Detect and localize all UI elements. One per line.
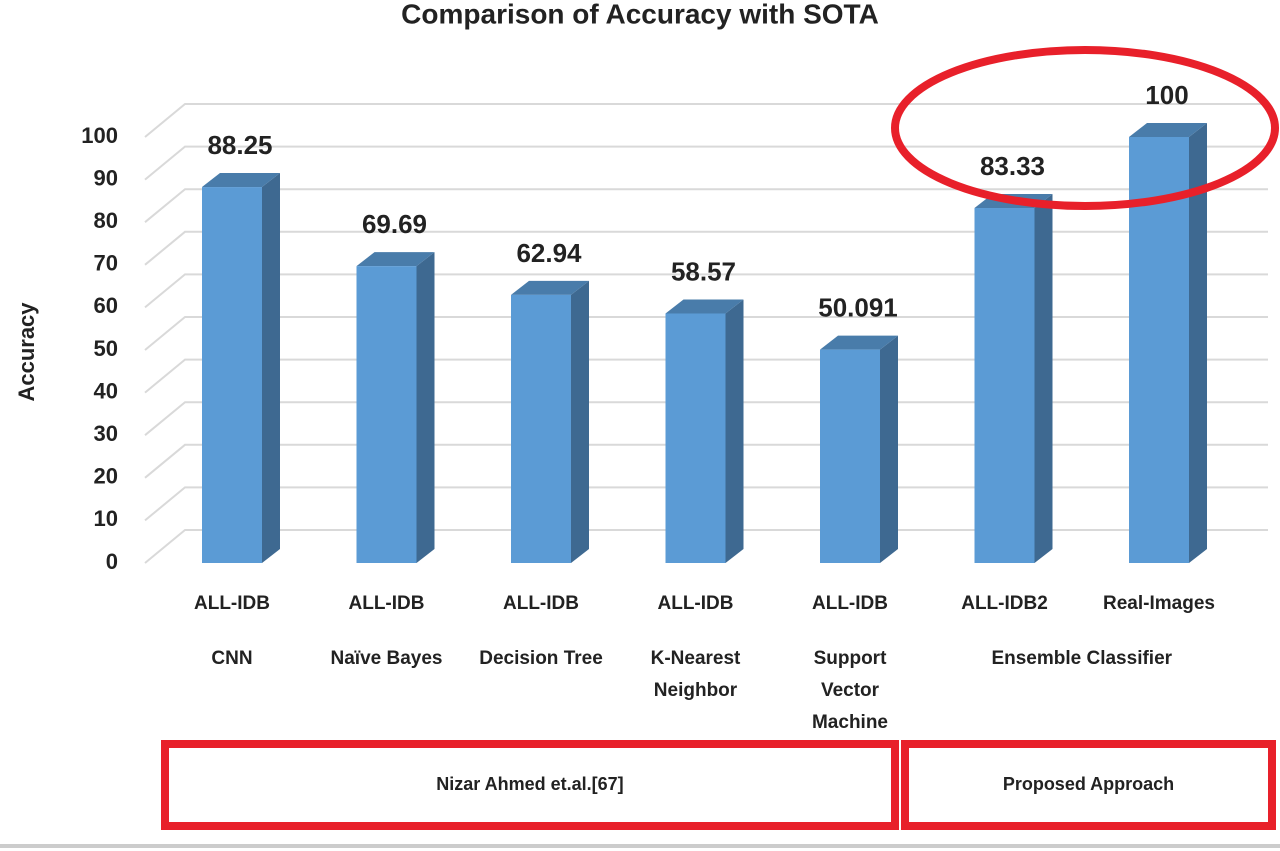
bar (511, 294, 571, 563)
x-tick-label: ALL-IDB (503, 593, 579, 614)
grid-line (144, 443, 1268, 479)
bar-side (262, 173, 280, 563)
highlight-ellipse (891, 46, 1279, 210)
bar (1129, 137, 1189, 563)
y-tick-label: 40 (94, 378, 118, 403)
bar-top (202, 173, 280, 188)
bar-top (665, 299, 744, 314)
x-tick-label: ALL-IDB2 (961, 593, 1048, 614)
group-box (161, 740, 899, 830)
bar-side (571, 280, 589, 563)
method-label: Naïve Bayes (330, 648, 443, 669)
y-tick-label: 90 (94, 165, 118, 190)
y-tick-label: 10 (94, 506, 118, 531)
x-tick-label: ALL-IDB (348, 593, 425, 614)
bar (974, 208, 1035, 563)
y-tick-label: 50 (94, 336, 118, 361)
y-tick-label: 70 (94, 251, 118, 276)
bar-side (725, 299, 744, 563)
method-label: K-Nearest Neighbor (650, 648, 741, 701)
bar (356, 266, 417, 563)
y-axis-label: Accuracy (14, 302, 39, 402)
bar (665, 313, 726, 563)
value-label: 50.091 (818, 292, 898, 322)
y-tick-label: 30 (94, 421, 118, 446)
value-label: 69.69 (362, 209, 427, 239)
grid-line (144, 486, 1268, 522)
bar-side (880, 335, 898, 563)
value-label: 83.33 (980, 151, 1045, 181)
bar-side (1189, 123, 1207, 563)
method-label: Support Vector Machine (811, 648, 889, 733)
grid-line (144, 529, 1268, 564)
y-tick-label: 20 (94, 464, 118, 489)
value-label: 88.25 (207, 130, 272, 160)
bar-top (1129, 123, 1207, 137)
method-label: Decision Tree (479, 648, 603, 669)
value-label: 100 (1145, 80, 1188, 110)
group-label: Nizar Ahmed et.al.[67] (436, 774, 624, 794)
grid-line (144, 401, 1268, 436)
y-tick-label: 0 (106, 549, 118, 574)
bar-top (511, 280, 589, 295)
grid-line (144, 273, 1268, 309)
group-label: Proposed Approach (1002, 774, 1175, 794)
grid-line (144, 103, 1268, 138)
x-tick-label: ALL-IDB (194, 593, 270, 614)
method-label: CNN (211, 648, 253, 669)
bar (820, 349, 880, 563)
method-label: Ensemble Classifier (991, 648, 1173, 669)
chart-title: Comparison of Accuracy with SOTA (401, 0, 879, 29)
y-tick-label: 100 (81, 123, 118, 148)
bar (202, 187, 262, 563)
x-tick-label: ALL-IDB (657, 593, 734, 614)
bar-side (416, 252, 435, 563)
group-box (901, 740, 1276, 830)
value-label: 58.57 (671, 256, 736, 286)
x-tick-label: Real-Images (1103, 593, 1215, 614)
grid-line (144, 188, 1268, 223)
grid-line (144, 358, 1268, 394)
bar-top (820, 335, 898, 350)
y-tick-label: 80 (94, 208, 118, 233)
grid-line (144, 145, 1268, 181)
value-label: 62.94 (516, 238, 582, 268)
bar-top (356, 252, 435, 267)
grid-line (144, 316, 1268, 351)
bar-side (1034, 194, 1053, 563)
grid-line (144, 230, 1268, 266)
y-tick-label: 60 (94, 293, 118, 318)
x-tick-label: ALL-IDB (812, 593, 888, 614)
